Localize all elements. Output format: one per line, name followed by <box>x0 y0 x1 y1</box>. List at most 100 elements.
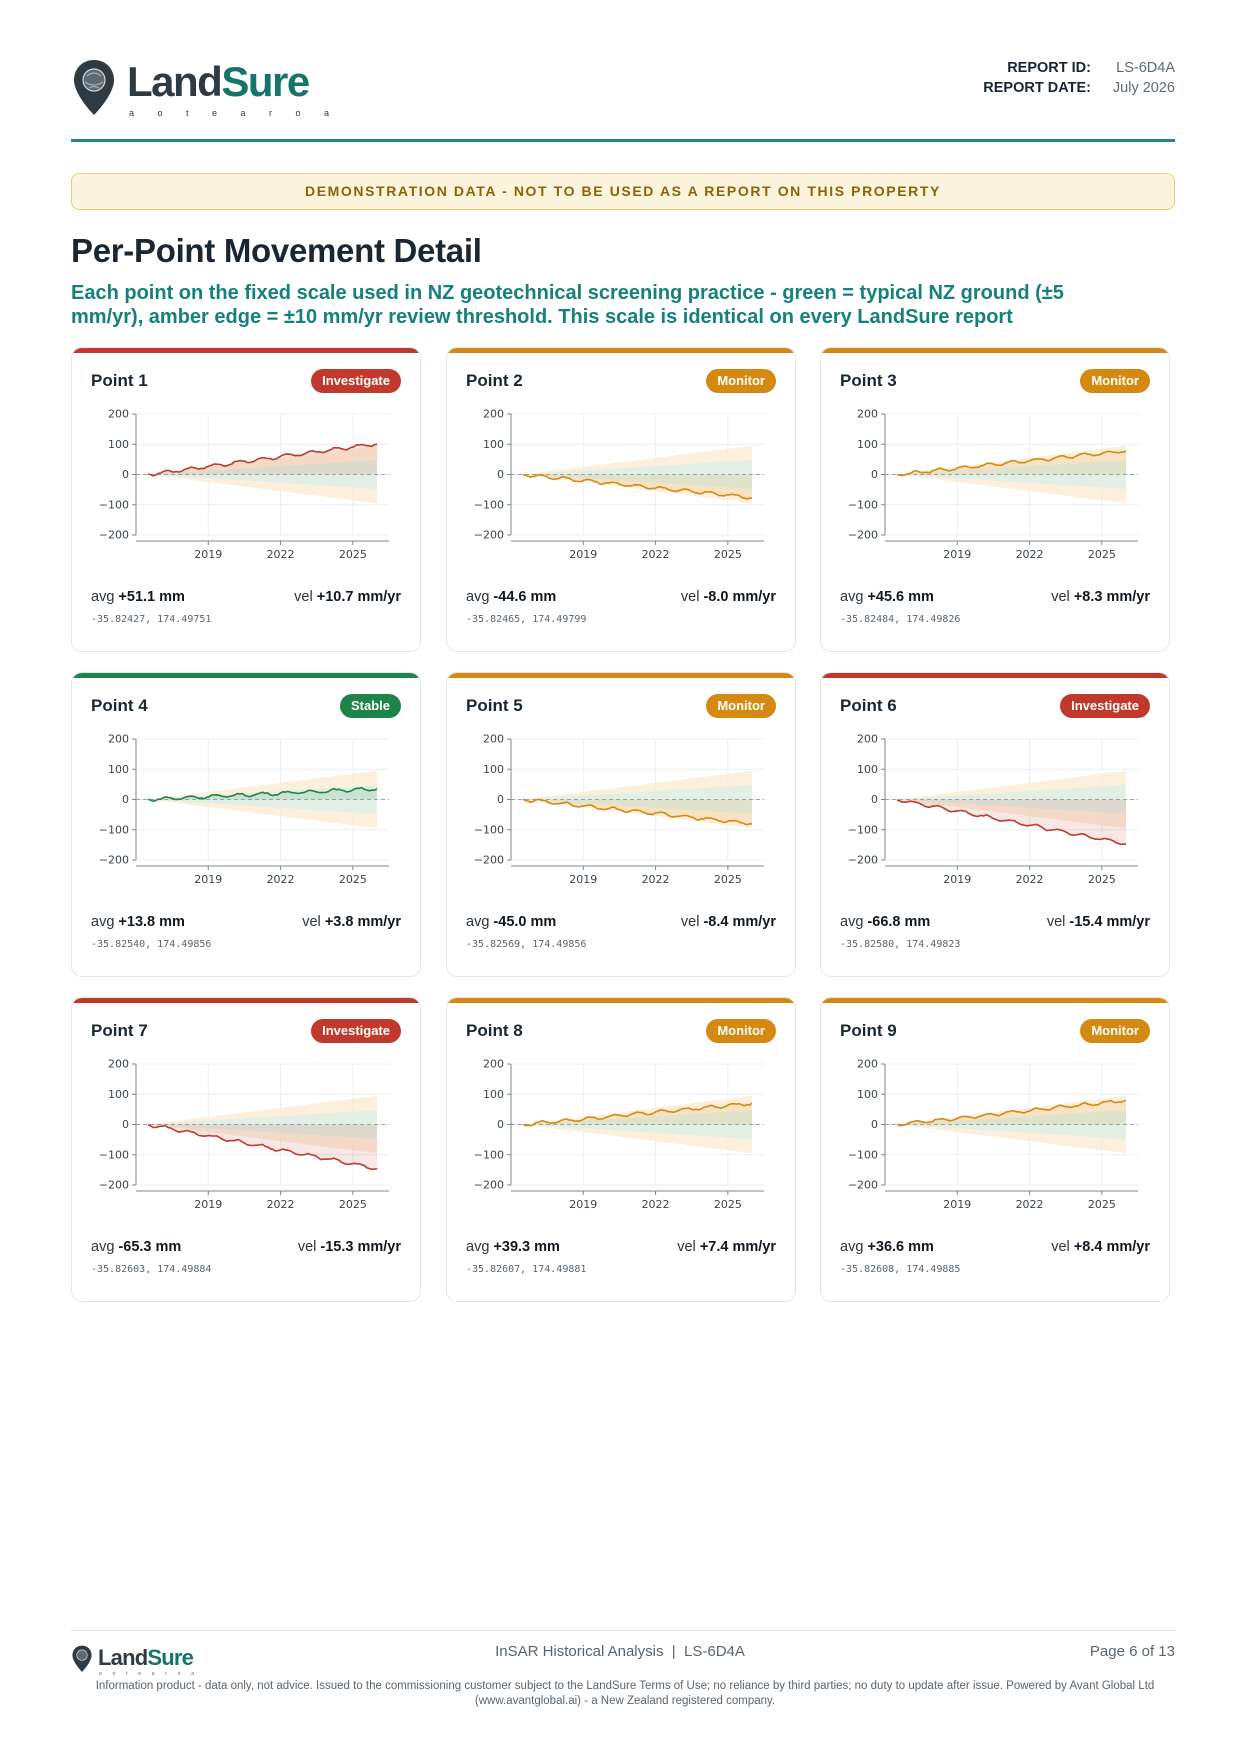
velocity: vel -8.4 mm/yr <box>680 914 776 930</box>
movement-series-line <box>896 450 1127 477</box>
point-card: Point 5 Monitor 200 100 0 −100 −200 2019 2022 202… <box>446 672 796 977</box>
point-stats: avg +36.6 mm vel +8.4 mm/yr <box>840 1239 1150 1259</box>
status-color-bar <box>447 998 795 1003</box>
y-tick-label: −100 <box>848 1148 878 1161</box>
point-card: Point 8 Monitor 200 100 0 −100 −200 2019 2022 202… <box>446 997 796 1302</box>
tagline-letter: o <box>157 108 163 118</box>
status-badge: Investigate <box>311 369 401 393</box>
status-color-bar <box>447 673 795 678</box>
report-date-label: REPORT DATE: <box>983 80 1091 96</box>
tagline-letter: a <box>129 108 135 118</box>
point-stats: avg -45.0 mm vel -8.4 mm/yr <box>466 914 776 934</box>
x-tick-label: 2022 <box>1016 1198 1044 1211</box>
velocity: vel +8.3 mm/yr <box>1051 589 1150 605</box>
avg-displacement: avg -65.3 mm <box>91 1239 182 1255</box>
x-tick-label: 2019 <box>194 873 222 886</box>
point-card: Point 2 Monitor 200 100 0 −100 −200 2019 2022 202… <box>446 347 796 652</box>
status-color-bar <box>72 998 420 1003</box>
x-tick-label: 2022 <box>1016 873 1044 886</box>
movement-chart: 200 100 0 −100 −200 2019 2022 2025 <box>848 408 1138 561</box>
status-color-bar <box>821 998 1169 1003</box>
report-meta: REPORT ID: LS-6D4A REPORT DATE: July 202… <box>983 58 1175 98</box>
footer-page-number: Page 6 of 13 <box>1089 1643 1175 1660</box>
point-card: Point 1 Investigate 200 100 0 −100 −200 2019 202… <box>71 347 421 652</box>
y-tick-label: −200 <box>99 1179 129 1192</box>
report-id-label: REPORT ID: <box>1007 60 1091 76</box>
series-fill <box>897 451 1126 476</box>
movement-series-line <box>522 1102 753 1127</box>
x-tick-label: 2025 <box>339 548 367 561</box>
point-title: Point 4 <box>91 696 148 715</box>
x-tick-label: 2022 <box>642 873 670 886</box>
tagline-letter: o <box>177 1671 181 1677</box>
x-tick-label: 2022 <box>642 548 670 561</box>
y-tick-label: 100 <box>108 763 129 776</box>
y-tick-label: −200 <box>474 1179 504 1192</box>
velocity: vel -8.0 mm/yr <box>680 589 776 605</box>
velocity: vel -15.4 mm/yr <box>1046 914 1150 930</box>
point-stats: avg +51.1 mm vel +10.7 mm/yr <box>91 589 401 609</box>
point-coordinates: -35.82427, 174.49751 <box>91 614 212 625</box>
avg-displacement: avg -44.6 mm <box>466 589 557 605</box>
movement-series-line <box>147 443 378 477</box>
x-tick-label: 2025 <box>714 548 742 561</box>
point-title: Point 7 <box>91 1021 148 1040</box>
status-color-bar <box>821 673 1169 678</box>
series-fill <box>523 1103 752 1126</box>
y-tick-label: −100 <box>474 823 504 836</box>
tagline-letter: a <box>151 1671 155 1677</box>
series-fill <box>523 474 752 499</box>
status-badge: Investigate <box>311 1019 401 1043</box>
x-tick-label: 2025 <box>714 873 742 886</box>
velocity: vel -15.3 mm/yr <box>297 1239 401 1255</box>
movement-chart: 200 100 0 −100 −200 2019 2022 2025 <box>474 408 764 561</box>
y-tick-label: 200 <box>108 1058 129 1071</box>
y-tick-label: 100 <box>483 763 504 776</box>
y-tick-label: 100 <box>857 1088 878 1101</box>
x-tick-label: 2019 <box>569 873 597 886</box>
status-badge: Monitor <box>1080 369 1150 393</box>
tagline-letter: r <box>165 1671 167 1677</box>
y-tick-label: 100 <box>483 1088 504 1101</box>
movement-series-line <box>896 1099 1127 1127</box>
status-badge: Monitor <box>706 1019 776 1043</box>
x-tick-label: 2019 <box>569 548 597 561</box>
y-tick-label: 200 <box>108 733 129 746</box>
x-tick-label: 2019 <box>943 548 971 561</box>
point-title: Point 5 <box>466 696 523 715</box>
report-id: LS-6D4A <box>1116 60 1175 76</box>
y-tick-label: 200 <box>483 408 504 421</box>
y-tick-label: 0 <box>871 1118 878 1131</box>
x-tick-label: 2022 <box>1016 548 1044 561</box>
point-coordinates: -35.82607, 174.49881 <box>466 1264 587 1275</box>
point-title: Point 3 <box>840 371 897 390</box>
y-tick-label: −100 <box>99 1148 129 1161</box>
footer-logo-wordmark: LandSure <box>98 1645 194 1670</box>
y-tick-label: 0 <box>871 468 878 481</box>
footer-disclaimer: Information product - data only, not adv… <box>95 1680 1155 1707</box>
y-tick-label: −100 <box>848 823 878 836</box>
movement-chart: 200 100 0 −100 −200 2019 2022 2025 <box>474 733 764 886</box>
y-tick-label: 0 <box>122 793 129 806</box>
avg-displacement: avg +36.6 mm <box>840 1239 934 1255</box>
y-tick-label: 100 <box>857 438 878 451</box>
point-card: Point 6 Investigate 200 100 0 −100 −200 2019 202… <box>820 672 1170 977</box>
landsure-logo: LandSure a o t e a r o a <box>71 56 351 126</box>
point-title: Point 1 <box>91 371 148 390</box>
point-title: Point 8 <box>466 1021 523 1040</box>
movement-chart: 200 100 0 −100 −200 2019 2022 2025 <box>848 1058 1138 1211</box>
movement-series-line <box>147 786 378 803</box>
y-tick-label: 100 <box>857 763 878 776</box>
y-tick-label: −200 <box>474 854 504 867</box>
y-tick-label: −200 <box>474 529 504 542</box>
movement-series-line <box>522 798 752 826</box>
movement-chart: 200 100 0 −100 −200 2019 2022 2025 <box>474 1058 764 1211</box>
point-stats: avg -66.8 mm vel -15.4 mm/yr <box>840 914 1150 934</box>
status-color-bar <box>821 348 1169 353</box>
velocity: vel +10.7 mm/yr <box>294 589 401 605</box>
logo-wordmark: LandSure <box>127 58 310 105</box>
x-tick-label: 2022 <box>267 873 295 886</box>
y-tick-label: −200 <box>848 854 878 867</box>
movement-series-line <box>147 1123 378 1171</box>
